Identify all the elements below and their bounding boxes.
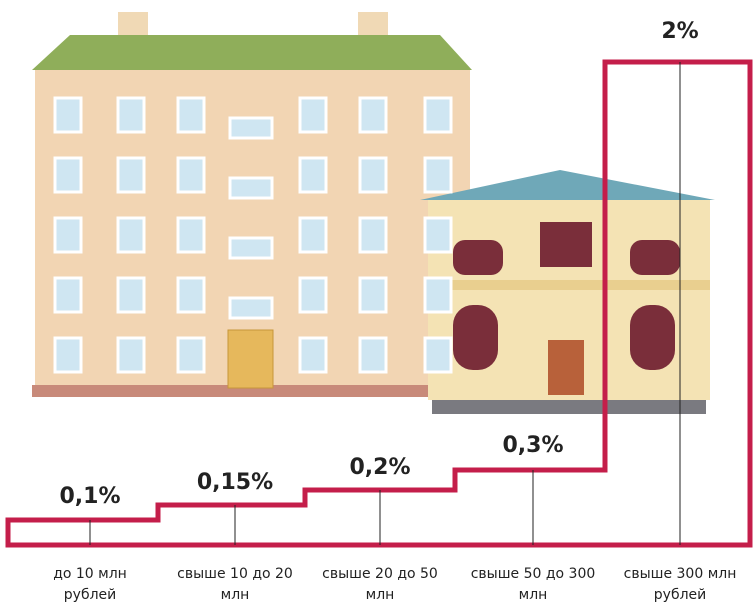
window xyxy=(118,338,144,372)
window xyxy=(425,278,451,312)
range-label: свыше 300 млн xyxy=(624,566,737,582)
range-label: млн xyxy=(221,587,250,603)
infographic: 0,1% до 10 млн рублей 0,15% свыше 10 до 20 мл… xyxy=(0,0,755,606)
window xyxy=(360,338,386,372)
house-door xyxy=(548,340,584,395)
window xyxy=(178,158,204,192)
window xyxy=(360,278,386,312)
window xyxy=(178,338,204,372)
window xyxy=(118,218,144,252)
window xyxy=(178,218,204,252)
range-label: рублей xyxy=(64,587,116,603)
rate-label: 0,2% xyxy=(349,455,410,480)
range-label: млн xyxy=(519,587,548,603)
window xyxy=(178,98,204,132)
window xyxy=(178,278,204,312)
rate-label: 0,15% xyxy=(197,470,273,495)
rate-label: 0,1% xyxy=(59,484,120,509)
window xyxy=(55,98,81,132)
balcony-window xyxy=(230,238,272,258)
window xyxy=(118,98,144,132)
range-label: до 10 млн xyxy=(53,566,127,582)
door xyxy=(228,330,273,388)
window xyxy=(425,338,451,372)
window xyxy=(55,158,81,192)
window xyxy=(360,98,386,132)
window xyxy=(300,98,326,132)
window xyxy=(300,278,326,312)
window xyxy=(425,98,451,132)
window xyxy=(300,338,326,372)
range-label: млн xyxy=(366,587,395,603)
buildings xyxy=(32,12,715,414)
house-window xyxy=(453,240,503,275)
window xyxy=(118,278,144,312)
window xyxy=(425,218,451,252)
range-label: свыше 10 до 20 xyxy=(177,566,293,582)
window xyxy=(300,218,326,252)
window xyxy=(360,218,386,252)
window xyxy=(55,338,81,372)
roof xyxy=(32,35,472,70)
window xyxy=(425,158,451,192)
range-label: рублей xyxy=(654,587,706,603)
window xyxy=(118,158,144,192)
house-window xyxy=(630,240,680,275)
balcony-window xyxy=(230,298,272,318)
house-window xyxy=(453,305,498,370)
house-window xyxy=(630,305,675,370)
window xyxy=(55,218,81,252)
house-window xyxy=(540,222,592,267)
range-label: свыше 50 до 300 xyxy=(471,566,596,582)
house-base xyxy=(432,400,706,414)
window xyxy=(300,158,326,192)
balcony-window xyxy=(230,118,272,138)
rate-label: 2% xyxy=(661,19,698,44)
range-label: свыше 20 до 50 xyxy=(322,566,438,582)
balcony-window xyxy=(230,178,272,198)
window xyxy=(55,278,81,312)
cornice xyxy=(428,280,710,290)
window xyxy=(360,158,386,192)
rate-label: 0,3% xyxy=(502,433,563,458)
